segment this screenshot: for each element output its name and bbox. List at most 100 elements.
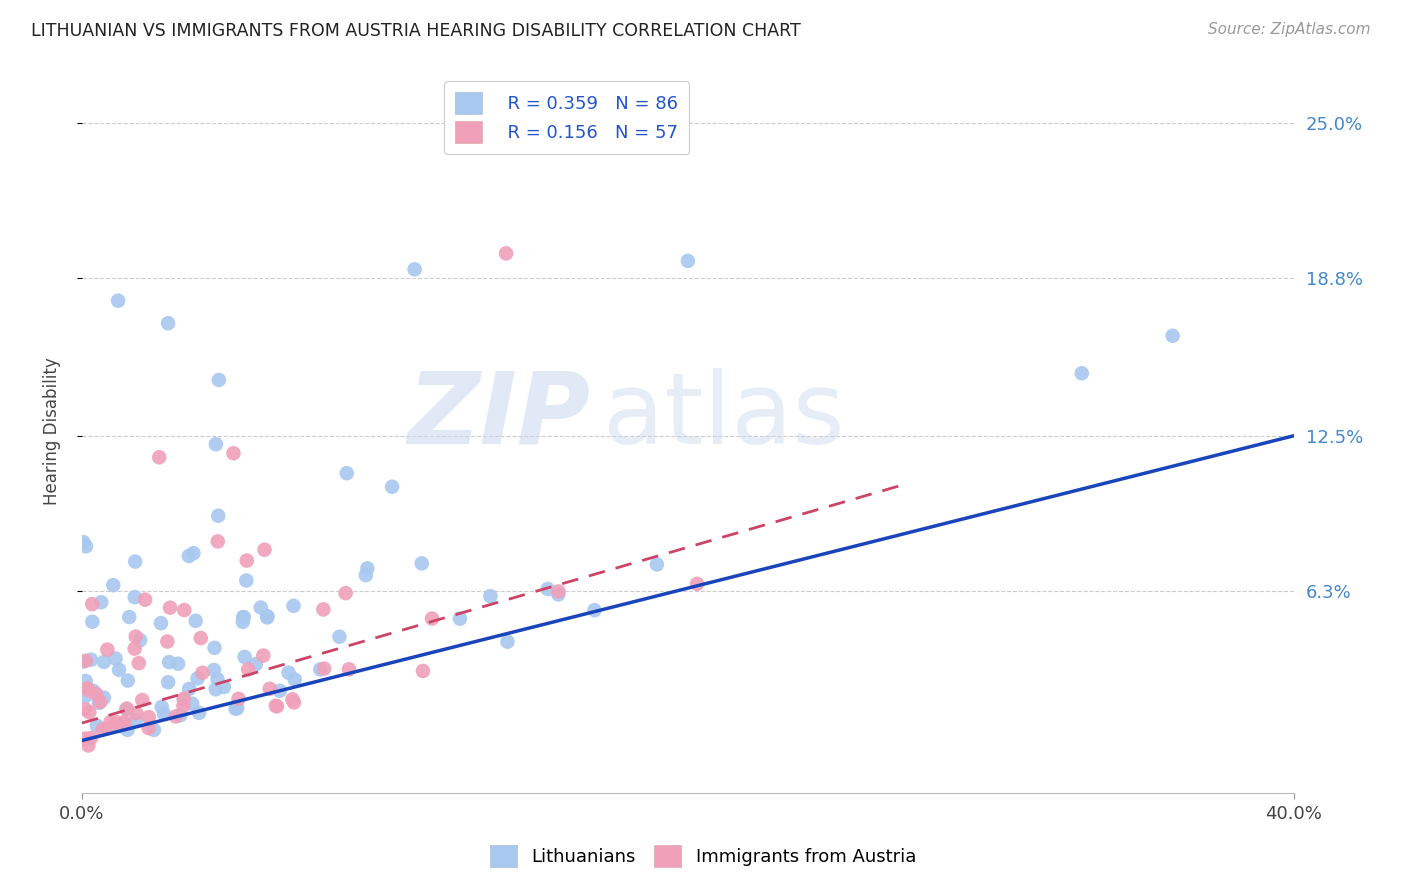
Point bbox=[84, 687, 107, 701]
Point bbox=[103, 578, 125, 592]
Point bbox=[115, 702, 138, 716]
Point bbox=[202, 663, 225, 677]
Point bbox=[309, 662, 332, 676]
Y-axis label: Hearing Disability: Hearing Disability bbox=[44, 357, 60, 505]
Point bbox=[75, 702, 97, 716]
Point bbox=[238, 662, 260, 676]
Point bbox=[118, 610, 141, 624]
Point bbox=[80, 731, 103, 745]
Point bbox=[205, 437, 228, 451]
Point bbox=[356, 561, 378, 575]
Point bbox=[90, 595, 112, 609]
Point bbox=[80, 653, 103, 667]
Legend:   R = 0.359   N = 86,   R = 0.156   N = 57: R = 0.359 N = 86, R = 0.156 N = 57 bbox=[444, 81, 689, 154]
Point bbox=[128, 656, 150, 670]
Point bbox=[222, 446, 245, 460]
Point bbox=[232, 610, 254, 624]
Point bbox=[87, 696, 110, 710]
Point bbox=[283, 695, 305, 709]
Text: LITHUANIAN VS IMMIGRANTS FROM AUSTRIA HEARING DISABILITY CORRELATION CHART: LITHUANIAN VS IMMIGRANTS FROM AUSTRIA HE… bbox=[31, 22, 800, 40]
Point bbox=[207, 673, 229, 687]
Point bbox=[449, 612, 471, 626]
Legend: Lithuanians, Immigrants from Austria: Lithuanians, Immigrants from Austria bbox=[482, 838, 924, 874]
Point bbox=[100, 714, 122, 729]
Point bbox=[93, 690, 115, 705]
Point bbox=[96, 642, 118, 657]
Point bbox=[1161, 328, 1184, 343]
Point bbox=[157, 675, 180, 690]
Point bbox=[245, 657, 267, 671]
Point bbox=[82, 684, 104, 698]
Point bbox=[208, 373, 231, 387]
Point bbox=[149, 616, 172, 631]
Point bbox=[148, 450, 170, 465]
Point bbox=[547, 587, 569, 601]
Point bbox=[167, 657, 190, 671]
Point bbox=[312, 602, 335, 616]
Point bbox=[179, 681, 201, 696]
Point bbox=[235, 553, 257, 567]
Point bbox=[228, 691, 250, 706]
Point bbox=[335, 586, 357, 600]
Point bbox=[124, 555, 146, 569]
Point bbox=[412, 664, 434, 678]
Point bbox=[114, 714, 136, 729]
Point bbox=[645, 558, 668, 572]
Point bbox=[91, 723, 114, 737]
Point bbox=[184, 614, 207, 628]
Point bbox=[153, 706, 176, 721]
Point bbox=[105, 715, 128, 730]
Point bbox=[82, 615, 104, 629]
Point bbox=[112, 716, 135, 731]
Point bbox=[226, 701, 249, 715]
Point bbox=[173, 693, 195, 707]
Point bbox=[190, 631, 212, 645]
Point bbox=[207, 534, 229, 549]
Point bbox=[131, 693, 153, 707]
Point bbox=[125, 630, 148, 644]
Point bbox=[177, 549, 200, 563]
Point bbox=[77, 683, 100, 698]
Point bbox=[142, 723, 165, 737]
Point bbox=[117, 723, 139, 737]
Point bbox=[256, 610, 278, 624]
Point bbox=[411, 557, 433, 571]
Point bbox=[404, 262, 426, 277]
Point bbox=[93, 655, 115, 669]
Point bbox=[125, 706, 148, 721]
Point bbox=[583, 603, 606, 617]
Text: ZIP: ZIP bbox=[408, 368, 591, 465]
Point bbox=[104, 651, 127, 665]
Point bbox=[1070, 366, 1092, 380]
Point bbox=[138, 721, 160, 735]
Point bbox=[686, 577, 709, 591]
Point bbox=[314, 661, 336, 675]
Point bbox=[188, 706, 211, 720]
Point bbox=[79, 706, 101, 720]
Point bbox=[169, 708, 191, 723]
Point bbox=[212, 680, 235, 694]
Point bbox=[283, 599, 305, 613]
Point bbox=[117, 673, 139, 688]
Point bbox=[124, 590, 146, 604]
Point bbox=[156, 634, 179, 648]
Point bbox=[191, 665, 214, 680]
Point bbox=[235, 574, 257, 588]
Point bbox=[269, 683, 291, 698]
Point bbox=[75, 731, 97, 746]
Point bbox=[204, 682, 226, 697]
Point bbox=[172, 698, 194, 713]
Point bbox=[86, 718, 108, 732]
Point bbox=[159, 600, 181, 615]
Point bbox=[420, 611, 443, 625]
Point bbox=[537, 582, 560, 596]
Point bbox=[134, 592, 156, 607]
Point bbox=[207, 508, 229, 523]
Point bbox=[75, 690, 97, 704]
Text: atlas: atlas bbox=[603, 368, 845, 465]
Point bbox=[108, 663, 131, 677]
Point bbox=[77, 739, 100, 753]
Point bbox=[72, 655, 94, 669]
Point bbox=[107, 293, 129, 308]
Point bbox=[181, 697, 204, 711]
